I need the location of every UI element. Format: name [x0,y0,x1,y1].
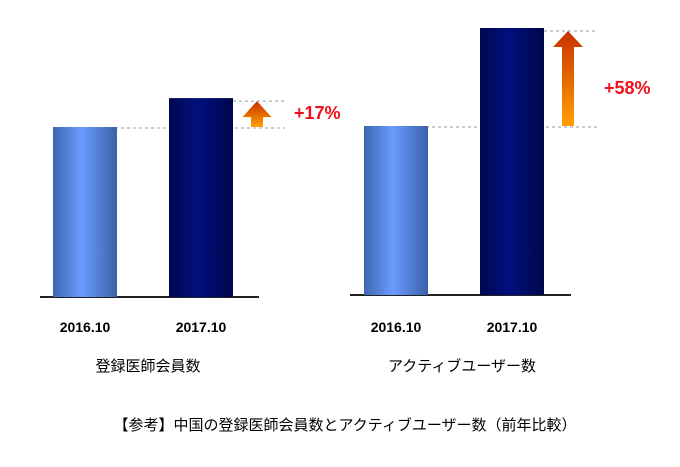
chart-1-annotation: +17% [294,103,341,123]
chart-1-bar-1 [169,98,233,297]
chart-2-annotation: +58% [604,78,651,98]
chart-2-bar-1 [480,27,544,295]
chart-2-increase-arrow-icon [553,30,583,127]
chart-1-xtick-1: 2017.10 [176,319,227,335]
chart-1-title: 登録医師会員数 [95,357,200,375]
chart-1-bar-0 [53,127,117,297]
chart-2-xtick-1: 2017.10 [487,319,538,335]
chart-2-bar-0 [364,126,428,295]
chart-1-xtick-0: 2016.10 [60,319,111,335]
caption: 【参考】中国の登録医師会員数とアクティブユーザー数（前年比較） [113,416,576,434]
chart-2-xtick-0: 2016.10 [371,319,422,335]
chart-2-title: アクティブユーザー数 [388,357,536,375]
chart-1-increase-arrow-icon [242,101,272,127]
